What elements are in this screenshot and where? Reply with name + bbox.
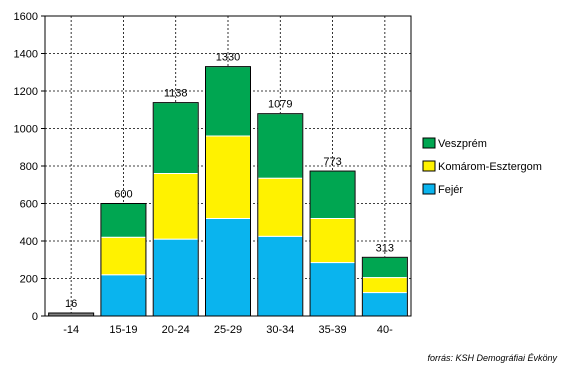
x-tick-label: 25-29 bbox=[214, 324, 242, 336]
bar-segment-Komárom-Esztergom-20-24 bbox=[152, 173, 199, 240]
y-axis-ticks: 0 200 400 600 800 1000 1200 1400 1600 bbox=[14, 11, 38, 323]
y-tick-label: 1600 bbox=[14, 11, 38, 23]
total-label-20-24: 1138 bbox=[164, 88, 188, 100]
total-label-30-34: 1079 bbox=[268, 99, 292, 111]
x-tick-label: 40- bbox=[377, 324, 393, 336]
x-tick-label: 15-19 bbox=[109, 324, 137, 336]
bar-segment-Veszprém-40- bbox=[361, 256, 408, 279]
bars bbox=[48, 66, 408, 317]
legend: Veszprém Komárom-Esztergom Fejér bbox=[422, 137, 542, 196]
bar-segment-Fejér-25-29 bbox=[205, 218, 251, 317]
x-tick-label: 35-39 bbox=[319, 324, 347, 336]
legend-swatch-Komárom-Esztergom bbox=[422, 160, 436, 172]
bar-segment-Komárom-Esztergom-40- bbox=[361, 277, 408, 294]
axes bbox=[41, 15, 412, 317]
bar-segment-Veszprém-20-24 bbox=[152, 102, 199, 174]
bar-segment-Veszprém-25-29 bbox=[205, 66, 251, 137]
bar-segment-Veszprém-15-19 bbox=[100, 203, 147, 238]
y-tick-label: 1400 bbox=[14, 49, 38, 61]
bar-segment-Komárom-Esztergom-35-39 bbox=[309, 218, 356, 264]
total-label-25-29: 1330 bbox=[216, 52, 240, 64]
y-tick-label: 1000 bbox=[14, 124, 38, 136]
legend-swatch-Veszprém bbox=[422, 137, 436, 149]
total-labels: 16 600 1138 1330 1079 773 313 bbox=[65, 52, 394, 310]
x-tick-label: 30-34 bbox=[266, 324, 294, 336]
source-note: forrás: KSH Demográfiai Évköny bbox=[427, 353, 557, 363]
y-tick-label: 0 bbox=[32, 311, 38, 323]
x-tick-label: -14 bbox=[63, 324, 79, 336]
bar-segment-Fejér-35-39 bbox=[309, 262, 356, 317]
bar-segment-Fejér-40- bbox=[361, 292, 408, 317]
legend-swatch-Fejér bbox=[422, 183, 436, 195]
bar-segment-Veszprém-30-34 bbox=[257, 113, 304, 179]
y-tick-label: 600 bbox=[20, 199, 38, 211]
bar-segment-Komárom-Esztergom-15-19 bbox=[100, 236, 147, 276]
y-tick-label: 400 bbox=[20, 236, 38, 248]
total-label-40-: 313 bbox=[376, 242, 394, 254]
bar-segment-Komárom-Esztergom-30-34 bbox=[257, 177, 304, 237]
total-label-35-39: 773 bbox=[323, 156, 341, 168]
bar-segment-Fejér-20-24 bbox=[152, 238, 199, 317]
bar-segment-Komárom-Esztergom-25-29 bbox=[205, 135, 251, 219]
bar-segment-Fejér-30-34 bbox=[257, 235, 304, 317]
legend-label-Komárom-Esztergom: Komárom-Esztergom bbox=[438, 161, 542, 173]
bar-segment-Fejér-15-19 bbox=[100, 274, 147, 317]
x-axis-ticks: -14 15-19 20-24 25-29 30-34 35-39 40- bbox=[63, 324, 393, 336]
y-tick-label: 1200 bbox=[14, 86, 38, 98]
total-label--14: 16 bbox=[65, 298, 77, 310]
x-tick-label: 20-24 bbox=[162, 324, 190, 336]
legend-label-Fejér: Fejér bbox=[438, 184, 463, 196]
total-label-15-19: 600 bbox=[114, 189, 132, 201]
bar-segment-Veszprém-35-39 bbox=[309, 170, 356, 219]
legend-label-Veszprém: Veszprém bbox=[438, 138, 487, 150]
y-tick-label: 800 bbox=[20, 161, 38, 173]
y-tick-label: 200 bbox=[20, 274, 38, 286]
